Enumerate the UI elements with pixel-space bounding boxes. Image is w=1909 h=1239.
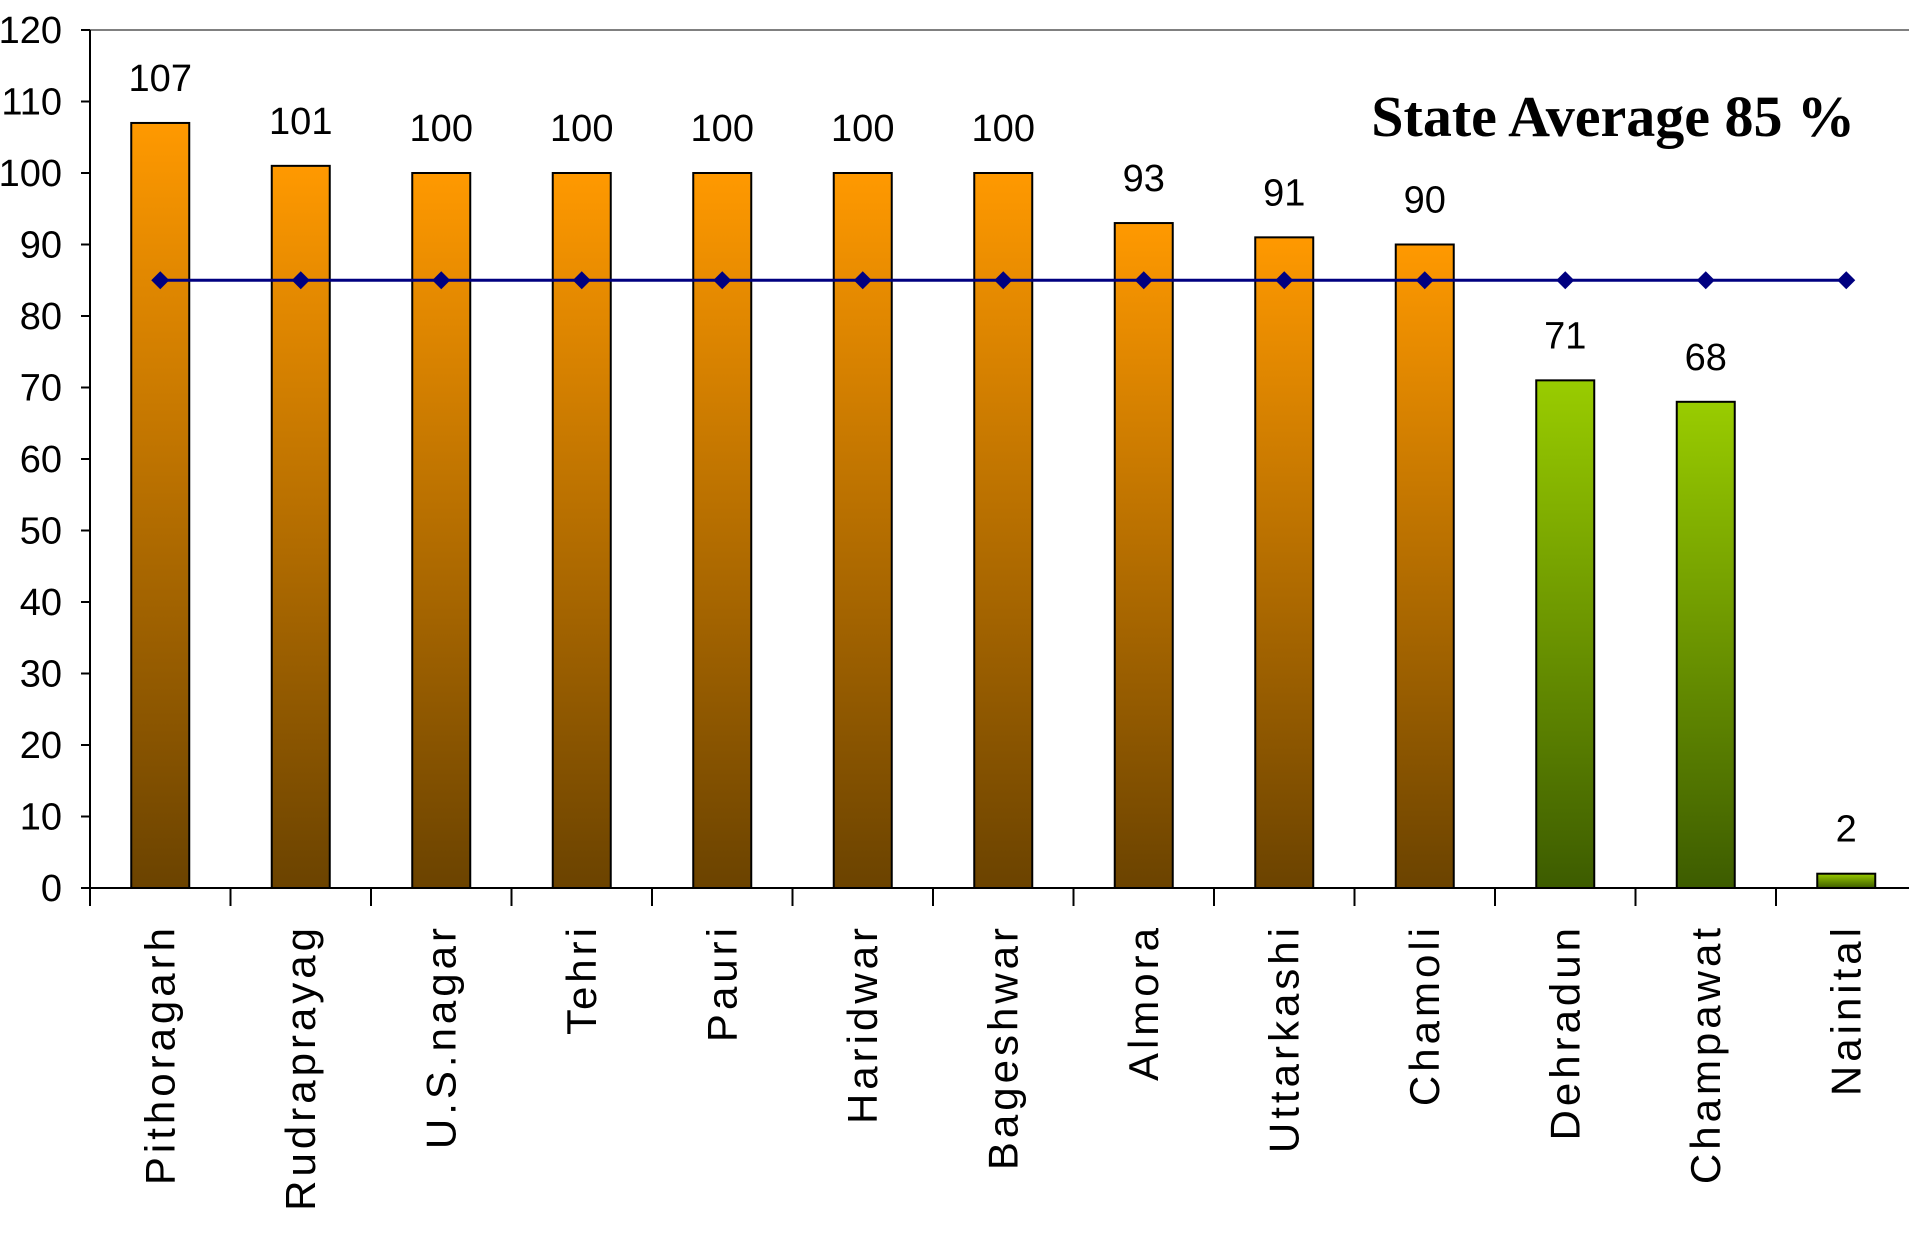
y-tick-label: 20 <box>20 725 62 767</box>
category-label: Almora <box>1120 924 1167 1081</box>
bar-pithoragarh <box>130 121 191 889</box>
category-label: Nainital <box>1822 924 1869 1096</box>
data-label: 100 <box>831 108 894 150</box>
bar-haridwar <box>832 172 893 889</box>
category-label: Tehri <box>558 924 605 1035</box>
data-label: 100 <box>972 108 1035 150</box>
data-label: 100 <box>410 108 473 150</box>
average-marker-diamond <box>151 271 170 290</box>
y-tick-label: 70 <box>20 368 62 410</box>
data-label: 2 <box>1836 809 1857 851</box>
bar-tehri <box>551 172 612 889</box>
data-label: 100 <box>550 108 613 150</box>
data-label: 93 <box>1123 158 1165 200</box>
y-tick-label: 90 <box>20 225 62 267</box>
data-label: 68 <box>1685 337 1727 379</box>
y-tick-label: 80 <box>20 296 62 338</box>
y-tick-label: 40 <box>20 582 62 624</box>
bar-champawat <box>1675 400 1736 889</box>
average-marker-diamond <box>432 271 451 290</box>
average-marker-diamond <box>1696 271 1715 290</box>
state-average-annotation: State Average 85 % <box>1371 84 1855 149</box>
data-label: 91 <box>1263 172 1305 214</box>
category-label: U.S.nagar <box>417 924 464 1149</box>
bar-chamoli <box>1394 243 1455 889</box>
average-marker-diamond <box>1837 271 1856 290</box>
y-tick-label: 50 <box>20 511 62 553</box>
bar-bageshwar <box>973 172 1034 889</box>
average-marker-diamond <box>853 271 872 290</box>
data-label: 100 <box>691 108 754 150</box>
bar-dehradun <box>1535 379 1596 889</box>
average-marker-diamond <box>1275 271 1294 290</box>
bar-nainital <box>1816 872 1877 890</box>
category-label: Dehradun <box>1541 924 1588 1140</box>
average-marker-diamond <box>1415 271 1434 290</box>
y-tick-label: 60 <box>20 439 62 481</box>
category-label: Champawat <box>1682 924 1729 1184</box>
average-marker-diamond <box>1134 271 1153 290</box>
average-marker-diamond <box>713 271 732 290</box>
y-tick-label: 100 <box>0 153 62 195</box>
y-tick-label: 110 <box>1 82 62 124</box>
bar-u-s-nagar <box>411 172 472 889</box>
data-label: 107 <box>129 58 192 100</box>
category-label: Bageshwar <box>979 924 1026 1170</box>
y-tick-label: 0 <box>41 868 62 910</box>
data-label: 90 <box>1404 180 1446 222</box>
bar-almora <box>1113 222 1174 890</box>
data-label: 71 <box>1544 315 1586 357</box>
bar-pauri <box>692 172 753 889</box>
average-marker-diamond <box>1556 271 1575 290</box>
average-marker-diamond <box>291 271 310 290</box>
y-tick-label: 30 <box>20 654 62 696</box>
category-label: Haridwar <box>839 924 886 1124</box>
category-label: Uttarkashi <box>1260 924 1307 1153</box>
data-label: 101 <box>269 101 332 143</box>
category-label: Rudraprayag <box>277 924 324 1211</box>
bar-uttarkashi <box>1254 236 1315 890</box>
y-tick-label: 10 <box>20 797 62 839</box>
y-tick-label: 120 <box>0 10 62 52</box>
category-label: Pithoragarh <box>136 924 183 1185</box>
average-marker-diamond <box>994 271 1013 290</box>
category-label: Chamoli <box>1401 924 1448 1106</box>
category-label: Pauri <box>698 924 745 1042</box>
average-marker-diamond <box>572 271 591 290</box>
